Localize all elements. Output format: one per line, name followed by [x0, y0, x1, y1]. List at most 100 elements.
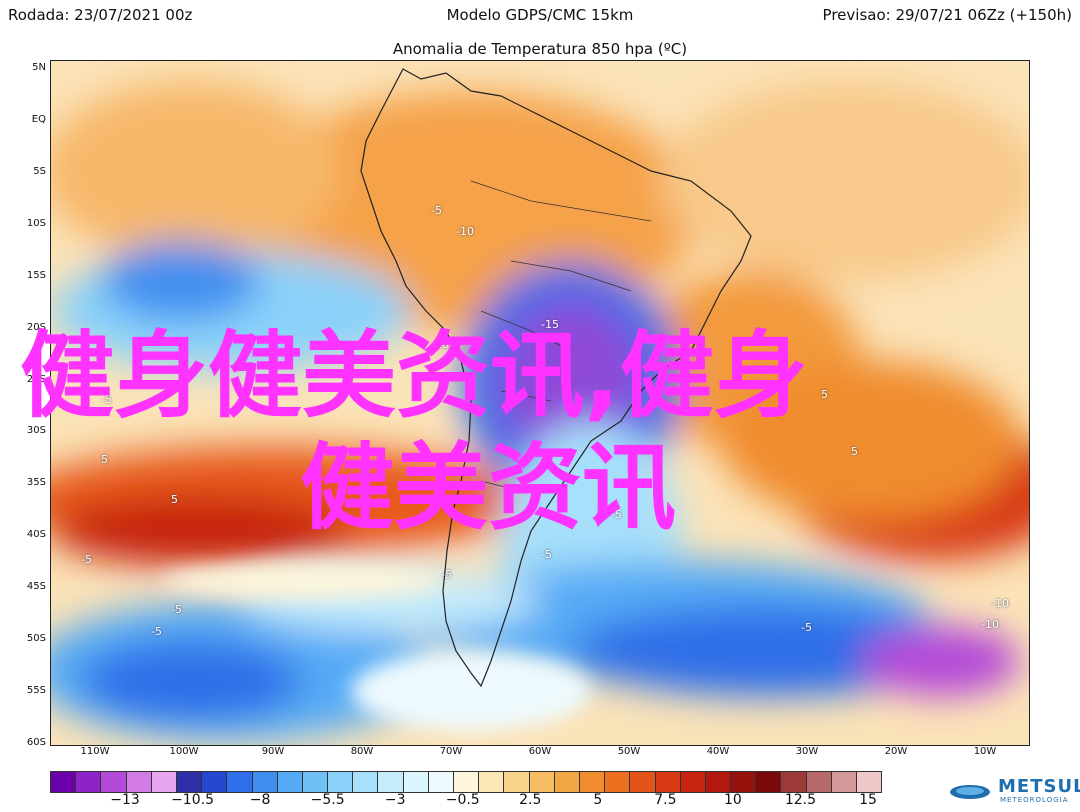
latitude-label: 35S	[26, 477, 46, 489]
colorbar-swatch	[857, 772, 882, 792]
forecast-time-label: Previsao: 29/07/21 06Zz (+150h)	[822, 6, 1072, 24]
colorbar-swatch	[630, 772, 656, 792]
watermark-line-2: 健美资讯	[300, 434, 677, 543]
colorbar-label: 15	[859, 792, 877, 808]
latitude-label: 55S	[26, 685, 46, 697]
colorbar-swatch	[554, 772, 580, 792]
contour-label: -5	[101, 393, 112, 406]
longitude-label: 50W	[617, 746, 641, 757]
colorbar-swatch	[151, 772, 177, 792]
colorbar-label: −3	[384, 792, 406, 808]
contour-label: -5	[431, 204, 442, 217]
longitude-label: 30W	[795, 746, 819, 757]
colorbar-swatch	[378, 772, 404, 792]
colorbar-swatch	[76, 772, 102, 792]
contour-label: -10	[431, 338, 449, 351]
colorbar-swatch	[529, 772, 555, 792]
colorbar-swatch	[176, 772, 203, 792]
colorbar-label: 7.5	[654, 792, 677, 808]
contour-label: -5	[81, 553, 92, 566]
latitude-label: 30S	[26, 425, 46, 437]
contour-label: -10	[456, 225, 474, 238]
colorbar-swatch	[756, 772, 782, 792]
colorbar-swatch	[252, 772, 278, 792]
latitude-label: 20S	[26, 321, 46, 333]
colorbar-swatch	[403, 772, 429, 792]
contour-label: -10	[981, 618, 999, 631]
latitude-label: 45S	[26, 581, 46, 593]
latitude-label: 10S	[26, 217, 46, 229]
contour-label: -5	[151, 625, 162, 638]
colorbar-swatch	[353, 772, 379, 792]
colorbar-swatch	[705, 772, 732, 792]
colorbar-swatch	[831, 772, 857, 792]
longitude-label: 40W	[706, 746, 730, 757]
contour-label: -5	[541, 548, 552, 561]
longitude-label: 70W	[439, 746, 463, 757]
colorbar-label: 12.5	[784, 792, 817, 808]
colorbar-label: −5.5	[310, 792, 345, 808]
anomaly-map: -5 -10 -15 -10 -5 5 5 5 5 -5 -5 -5 -5 -5 -5 -5 -10 -10	[50, 60, 1030, 746]
colorbar-label: 2.5	[519, 792, 542, 808]
contour-label: -10	[991, 597, 1009, 610]
anomaly-field	[51, 81, 1029, 741]
colorbar-swatch	[428, 772, 454, 792]
map-title: Anomalia de Temperatura 850 hpa (ºC)	[392, 40, 688, 58]
contour-label: -5	[171, 603, 182, 616]
colorbar-swatch	[781, 772, 807, 792]
colorbar-swatch	[51, 772, 77, 792]
colorbar-swatch	[454, 772, 480, 792]
colorbar-swatch	[579, 772, 606, 792]
south-america-outline	[360, 68, 752, 688]
colorbar-swatch	[302, 772, 329, 792]
run-date-label: Rodada: 23/07/2021 00z	[8, 6, 193, 24]
contour-label: -5	[611, 508, 622, 521]
colorbar-label: 5	[593, 792, 603, 808]
contour-label: -5	[801, 621, 812, 634]
colorbar-swatch	[202, 772, 228, 792]
contour-label: 5	[101, 453, 108, 466]
longitude-label: 80W	[350, 746, 374, 757]
colorbar-swatch	[101, 772, 127, 792]
latitude-label: 5S	[33, 165, 46, 177]
colorbar-label: −10.5	[171, 792, 214, 808]
colorbar-swatch	[328, 772, 354, 792]
longitude-label: 10W	[973, 746, 997, 757]
longitude-label: 90W	[261, 746, 285, 757]
colorbar-label: 10	[723, 792, 742, 808]
latitude-label: EQ	[31, 113, 46, 125]
colorbar-label: −0.5	[445, 792, 480, 808]
metsul-logo: METSUL METEOROLOGIA	[948, 776, 1080, 806]
country-borders	[470, 180, 652, 492]
contour-label: -15	[541, 318, 559, 331]
model-label: Modelo GDPS/CMC 15km	[446, 6, 634, 24]
contour-label: 5	[851, 445, 858, 458]
colorbar-swatch	[126, 772, 152, 792]
longitude-label: 20W	[884, 746, 908, 757]
longitude-label: 100W	[169, 746, 199, 757]
colorbar-label: −8	[249, 792, 271, 808]
colorbar	[50, 771, 882, 793]
watermark-line-1: 健身健美资讯,健身	[20, 322, 808, 431]
longitude-label: 110W	[80, 746, 110, 757]
colorbar-swatch	[605, 772, 631, 792]
colorbar-swatch	[227, 772, 253, 792]
latitude-label: 50S	[26, 633, 46, 645]
latitude-label: 25S	[26, 373, 46, 385]
globe-icon	[950, 785, 990, 799]
colorbar-swatch	[504, 772, 530, 792]
contour-label: 5	[171, 493, 178, 506]
logo-name: METSUL	[998, 776, 1080, 797]
map-canvas	[51, 61, 1029, 745]
colorbar-swatch	[655, 772, 681, 792]
logo-subtitle: METEOROLOGIA	[1000, 796, 1069, 804]
latitude-label: 15S	[26, 269, 46, 281]
latitude-label: 40S	[26, 529, 46, 541]
colorbar-swatch	[731, 772, 757, 792]
contour-label: -5	[441, 568, 452, 581]
colorbar-swatch	[680, 772, 706, 792]
latitude-label: 5N	[32, 62, 46, 73]
contour-label: 5	[821, 388, 828, 401]
colorbar-label: −13	[110, 792, 140, 808]
colorbar-swatch	[277, 772, 303, 792]
